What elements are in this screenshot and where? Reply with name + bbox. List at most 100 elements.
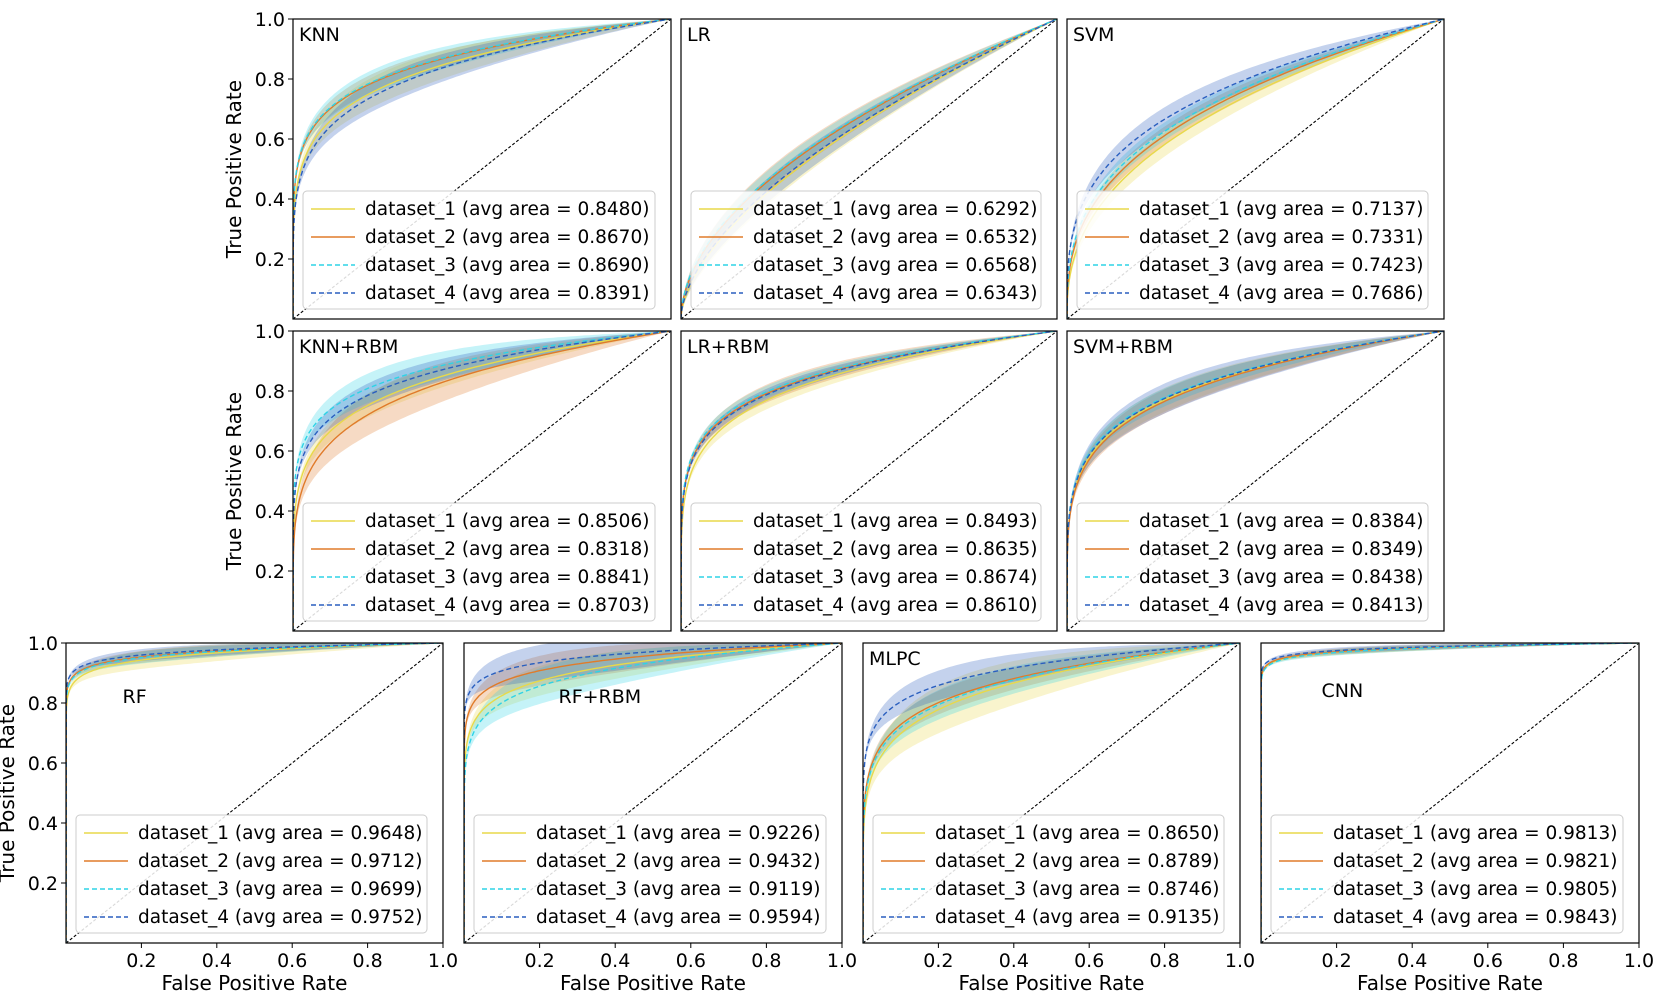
x-tick-label: 0.2 [1321, 950, 1351, 972]
legend-box [473, 814, 827, 934]
series-line-1 [293, 331, 671, 631]
legend-entry-1: dataset_1 (avg area = 0.9226) [536, 823, 820, 844]
y-tick-label: 0.2 [28, 873, 58, 895]
axes-frame [1260, 642, 1640, 944]
legend-entry-1: dataset_1 (avg area = 0.8384) [1139, 511, 1423, 532]
legend-box [1076, 502, 1429, 622]
legend-box [1076, 190, 1429, 310]
axes-frame [292, 330, 672, 632]
axes-frame [680, 330, 1058, 632]
y-tick-label: 0.6 [255, 129, 285, 151]
legend-box [690, 190, 1042, 310]
x-tick-label: 0.2 [524, 950, 554, 972]
legend-entry-4: dataset_4 (avg area = 0.7686) [1139, 283, 1423, 304]
legend-entry-3: dataset_3 (avg area = 0.9119) [536, 879, 820, 900]
legend-entry-4: dataset_4 (avg area = 0.9752) [138, 907, 422, 928]
x-axis-title: False Positive Rate [959, 971, 1145, 995]
series-line-3 [863, 643, 1240, 943]
y-tick-label: 0.4 [255, 501, 285, 523]
series-line-1 [863, 643, 1240, 943]
series-line-4 [681, 331, 1057, 631]
chart-panel-rf-rbm: 0.2 0.4 0.6 0.8 1.0 False Positive Rate RF+RBM… [463, 642, 857, 995]
chart-panel-lr: LR dataset_1 (avg area = 0.6292) dataset_2… [680, 18, 1058, 320]
legend-entry-3: dataset_3 (avg area = 0.8438) [1139, 567, 1423, 588]
legend-entry-1: dataset_1 (avg area = 0.8650) [935, 823, 1219, 844]
y-tick-label: 1.0 [255, 321, 285, 343]
legend-entry-3: dataset_3 (avg area = 0.8690) [365, 255, 649, 276]
chart-panel-svm: SVM dataset_1 (avg area = 0.7137) dataset_… [1066, 18, 1445, 320]
plot-area [293, 19, 671, 319]
series-line-2 [464, 643, 842, 943]
axes-frame [1066, 18, 1445, 320]
legend-entry-2: dataset_2 (avg area = 0.9712) [138, 851, 422, 872]
y-tick-label: 0.6 [28, 753, 58, 775]
legend-box [302, 502, 656, 622]
legend-entry-2: dataset_2 (avg area = 0.8349) [1139, 539, 1423, 560]
y-tick-label: 1.0 [28, 633, 58, 655]
legend-entry-3: dataset_3 (avg area = 0.9805) [1333, 879, 1617, 900]
panel-title: KNN+RBM [299, 336, 398, 358]
axes-frame [292, 18, 672, 320]
legend-entry-2: dataset_2 (avg area = 0.9821) [1333, 851, 1617, 872]
series-band-2 [464, 643, 842, 943]
series-line-3 [293, 19, 671, 319]
legend-entry-3: dataset_3 (avg area = 0.8674) [753, 567, 1037, 588]
series-line-4 [293, 331, 671, 631]
series-band-1 [293, 331, 671, 631]
y-tick-label: 0.8 [28, 693, 58, 715]
y-axis-title: True Positive Rate [222, 80, 246, 259]
y-tick-label: 0.8 [255, 69, 285, 91]
legend-entry-1: dataset_1 (avg area = 0.8493) [753, 511, 1037, 532]
x-tick-label: 0.8 [1548, 950, 1578, 972]
legend-entry-1: dataset_1 (avg area = 0.9648) [138, 823, 422, 844]
series-band-2 [293, 331, 671, 631]
legend-entry-4: dataset_4 (avg area = 0.9135) [935, 907, 1219, 928]
y-tick-label: 1.0 [255, 9, 285, 31]
legend-entry-4: dataset_4 (avg area = 0.6343) [753, 283, 1037, 304]
legend-entry-1: dataset_1 (avg area = 0.9813) [1333, 823, 1617, 844]
plot-area [863, 643, 1240, 943]
series-line-1 [464, 643, 842, 943]
chart-panel-knn-rbm: 0.2 0.4 0.6 0.8 1.0 True Positive Rate KNN+RBM… [222, 321, 672, 632]
series-line-3 [293, 331, 671, 631]
legend-entry-4: dataset_4 (avg area = 0.8391) [365, 283, 649, 304]
series-line-3 [66, 643, 443, 943]
series-band-1 [293, 19, 671, 319]
y-tick-label: 0.2 [255, 249, 285, 271]
legend-entry-4: dataset_4 (avg area = 0.8610) [753, 595, 1037, 616]
y-tick-label: 0.2 [255, 561, 285, 583]
axes-frame [862, 642, 1241, 944]
plot-area [1067, 331, 1444, 631]
legend-entry-1: dataset_1 (avg area = 0.6292) [753, 199, 1037, 220]
plot-area [1261, 643, 1639, 943]
legend-entry-2: dataset_2 (avg area = 0.8318) [365, 539, 649, 560]
legend-entry-3: dataset_3 (avg area = 0.6568) [753, 255, 1037, 276]
series-band-4 [1067, 19, 1444, 319]
series-band-1 [66, 643, 443, 943]
y-tick-label: 0.8 [255, 381, 285, 403]
legend-entry-3: dataset_3 (avg area = 0.8746) [935, 879, 1219, 900]
x-tick-label: 0.6 [676, 950, 706, 972]
series-band-3 [1067, 19, 1444, 319]
x-tick-label: 0.6 [1074, 950, 1104, 972]
panel-title: KNN [299, 24, 340, 46]
axes-frame [65, 642, 444, 944]
legend-box [1270, 814, 1624, 934]
series-line-4 [1067, 331, 1444, 631]
y-tick-label: 0.4 [28, 813, 58, 835]
series-band-2 [1067, 331, 1444, 631]
series-line-4 [464, 643, 842, 943]
series-line-1 [681, 331, 1057, 631]
legend-entry-4: dataset_4 (avg area = 0.8703) [365, 595, 649, 616]
series-band-2 [1067, 19, 1444, 319]
chart-panel-knn: 0.2 0.4 0.6 0.8 1.0 True Positive Rate KNN data… [222, 9, 672, 320]
series-band-4 [293, 19, 671, 319]
series-band-1 [1067, 19, 1444, 319]
series-line-4 [1261, 643, 1639, 943]
legend-entry-3: dataset_3 (avg area = 0.7423) [1139, 255, 1423, 276]
legend-entry-1: dataset_1 (avg area = 0.8506) [365, 511, 649, 532]
panel-title: CNN [1321, 680, 1363, 702]
series-line-4 [863, 643, 1240, 943]
axes-frame [463, 642, 843, 944]
